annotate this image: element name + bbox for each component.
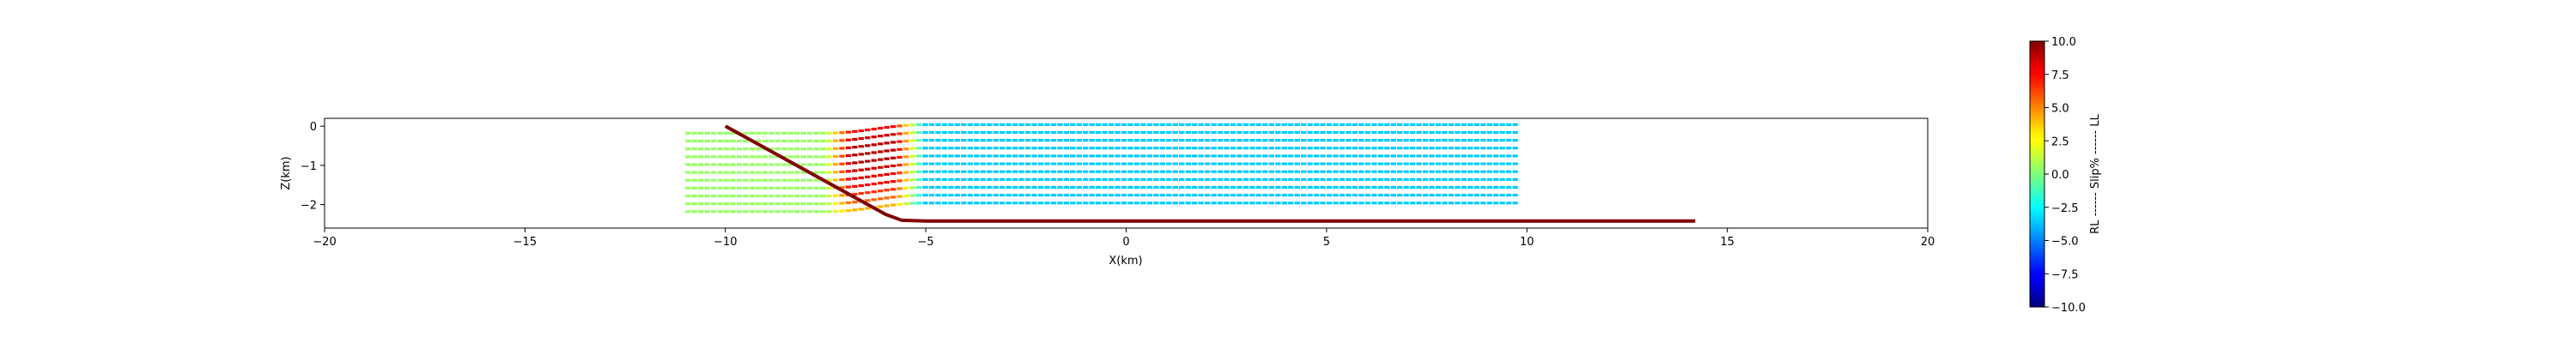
y-tick-label: −2 (301, 200, 317, 213)
colorbar-tick-label: 2.5 (2051, 135, 2069, 148)
colorbar-ticks: 10.0 7.5 5.0 2.5 0.0 −2.5 −5.0 −7.5 −10.0 (2044, 36, 2086, 315)
colorbar-tick-label: 7.5 (2051, 69, 2069, 82)
colorbar-tick-label: −2.5 (2051, 202, 2079, 215)
x-tick-label: −20 (313, 236, 336, 249)
x-tick-label: 10 (1520, 236, 1534, 249)
layers-group (685, 123, 1518, 214)
y-tick-label: −1 (301, 160, 317, 173)
colorbar: 10.0 7.5 5.0 2.5 0.0 −2.5 −5.0 −7.5 −10.0 RL ---… (2029, 36, 2102, 315)
x-ticks: −20 −15 −10 −5 0 5 10 15 20 (313, 228, 1935, 249)
x-tick-label: 20 (1921, 236, 1935, 249)
colorbar-tick-label: −5.0 (2051, 236, 2079, 249)
x-tick-label: −10 (714, 236, 737, 249)
y-tick-label: 0 (310, 121, 317, 134)
y-ticks: 0 −1 −2 (301, 121, 325, 213)
x-tick-label: 15 (1720, 236, 1735, 249)
main-axes: −20 −15 −10 −5 0 5 10 15 20 0 −1 −2 X(km) Z(km) (280, 117, 1935, 268)
fault-line (724, 124, 1696, 223)
x-tick-label: 5 (1323, 236, 1330, 249)
y-axis-label: Z(km) (280, 156, 293, 190)
x-tick-label: −5 (918, 236, 934, 249)
colorbar-tick-label: 0.0 (2051, 169, 2069, 182)
x-axis-label: X(km) (1109, 255, 1142, 268)
colorbar-label: RL ------ Slip% ------ LL (2089, 113, 2102, 233)
colorbar-gradient (2029, 40, 2045, 308)
x-tick-label: 0 (1122, 236, 1129, 249)
colorbar-tick-label: 5.0 (2051, 103, 2069, 116)
colorbar-tick-label: −7.5 (2051, 268, 2079, 281)
colorbar-tick-label: −10.0 (2051, 302, 2086, 315)
plot-frame (324, 117, 1929, 229)
colorbar-tick-label: 10.0 (2051, 36, 2076, 49)
x-tick-label: −15 (513, 236, 537, 249)
